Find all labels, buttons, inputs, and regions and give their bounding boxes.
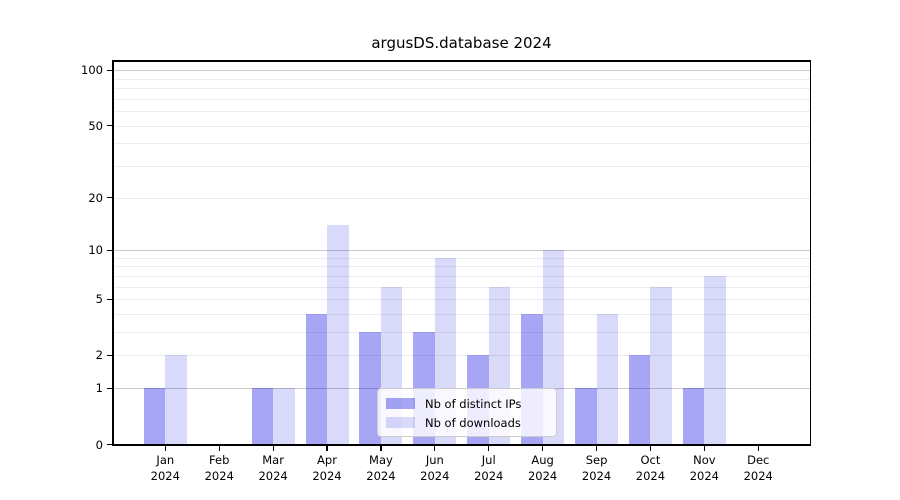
bar-ips-nov	[682, 388, 705, 444]
minor-gridline	[113, 266, 810, 268]
bar-downloads-nov	[704, 275, 726, 444]
minor-gridline	[113, 125, 810, 127]
x-tick-mark	[164, 445, 166, 451]
x-tick-label: Jun 2024	[420, 453, 450, 483]
minor-gridline	[113, 143, 810, 145]
y-tick-label: 50	[88, 118, 103, 133]
bar-downloads-mar	[273, 388, 295, 444]
y-tick-mark	[106, 298, 113, 300]
bar-ips-apr	[305, 313, 327, 444]
minor-gridline	[113, 88, 810, 90]
bar-ips-mar	[251, 388, 274, 444]
y-tick-label: 10	[88, 243, 103, 258]
plot-top-spine	[112, 60, 811, 62]
x-tick-label: Nov 2024	[689, 453, 719, 483]
minor-gridline	[113, 257, 810, 259]
x-tick-mark	[649, 445, 652, 451]
y-tick-mark	[106, 354, 113, 357]
y-tick-mark	[106, 387, 113, 389]
y-tick-label: 0	[95, 437, 103, 452]
y-tick-label: 100	[81, 63, 103, 78]
x-tick-label: Jul 2024	[474, 453, 504, 483]
y-tick-label: 1	[95, 381, 103, 396]
minor-gridline	[113, 313, 810, 315]
legend-swatch-distinct-ips	[386, 398, 415, 409]
bar-ips-sep	[575, 388, 597, 444]
x-tick-label: Mar 2024	[258, 453, 288, 483]
x-tick-label: Apr 2024	[312, 453, 342, 483]
x-tick-mark	[595, 445, 598, 451]
minor-gridline	[113, 165, 810, 167]
legend-swatch-downloads	[386, 417, 415, 428]
y-tick-mark	[106, 444, 113, 446]
x-tick-mark	[218, 445, 220, 451]
minor-gridline	[113, 275, 810, 277]
legend-label-distinct-ips: Nb of distinct IPs	[425, 396, 522, 411]
y-tick-label: 5	[95, 292, 103, 307]
x-tick-label: Oct 2024	[635, 453, 666, 483]
legend-item-downloads: Nb of downloads	[386, 413, 548, 432]
minor-gridline	[113, 299, 810, 301]
x-tick-mark	[757, 445, 759, 451]
minor-gridline	[113, 332, 810, 334]
y-tick-mark	[106, 69, 113, 71]
bar-downloads-oct	[650, 286, 672, 444]
bar-downloads-jan	[165, 355, 187, 444]
plot-right-spine	[809, 60, 811, 446]
y-tick-mark	[106, 125, 113, 127]
minor-gridline	[113, 78, 810, 80]
legend-item-distinct-ips: Nb of distinct IPs	[386, 394, 548, 413]
minor-gridline	[113, 98, 810, 100]
x-tick-label: Feb 2024	[204, 453, 234, 483]
chart-title: argusDS.database 2024	[371, 34, 552, 52]
y-tick-mark	[106, 197, 113, 199]
bar-ips-jan	[143, 388, 166, 444]
minor-gridline	[113, 111, 810, 113]
x-tick-mark	[380, 445, 382, 451]
x-tick-mark	[434, 445, 436, 451]
x-tick-mark	[488, 445, 490, 451]
x-tick-label: May 2024	[366, 453, 396, 483]
y-tick-label: 2	[95, 348, 103, 363]
legend: Nb of distinct IPs Nb of downloads	[377, 388, 557, 437]
x-tick-mark	[326, 445, 328, 451]
y-tick-mark	[106, 249, 113, 251]
y-axis-line	[112, 60, 114, 446]
bar-downloads-apr	[327, 224, 349, 444]
legend-label-downloads: Nb of downloads	[425, 415, 521, 430]
y-tick-label: 20	[88, 190, 103, 205]
x-tick-mark	[272, 445, 274, 451]
x-axis-line	[112, 444, 811, 446]
minor-gridline	[113, 355, 810, 357]
bar-downloads-sep	[596, 313, 619, 444]
x-tick-label: Dec 2024	[743, 453, 773, 483]
x-tick-label: Jan 2024	[150, 453, 180, 483]
x-tick-label: Sep 2024	[581, 453, 612, 483]
x-tick-mark	[542, 445, 544, 451]
x-tick-label: Aug 2024	[527, 453, 558, 483]
major-gridline	[113, 250, 810, 252]
minor-gridline	[113, 286, 810, 288]
minor-gridline	[113, 197, 810, 199]
bar-ips-oct	[628, 355, 651, 444]
major-gridline	[113, 70, 810, 72]
bar-ips-may	[359, 332, 381, 444]
x-tick-mark	[703, 445, 705, 451]
